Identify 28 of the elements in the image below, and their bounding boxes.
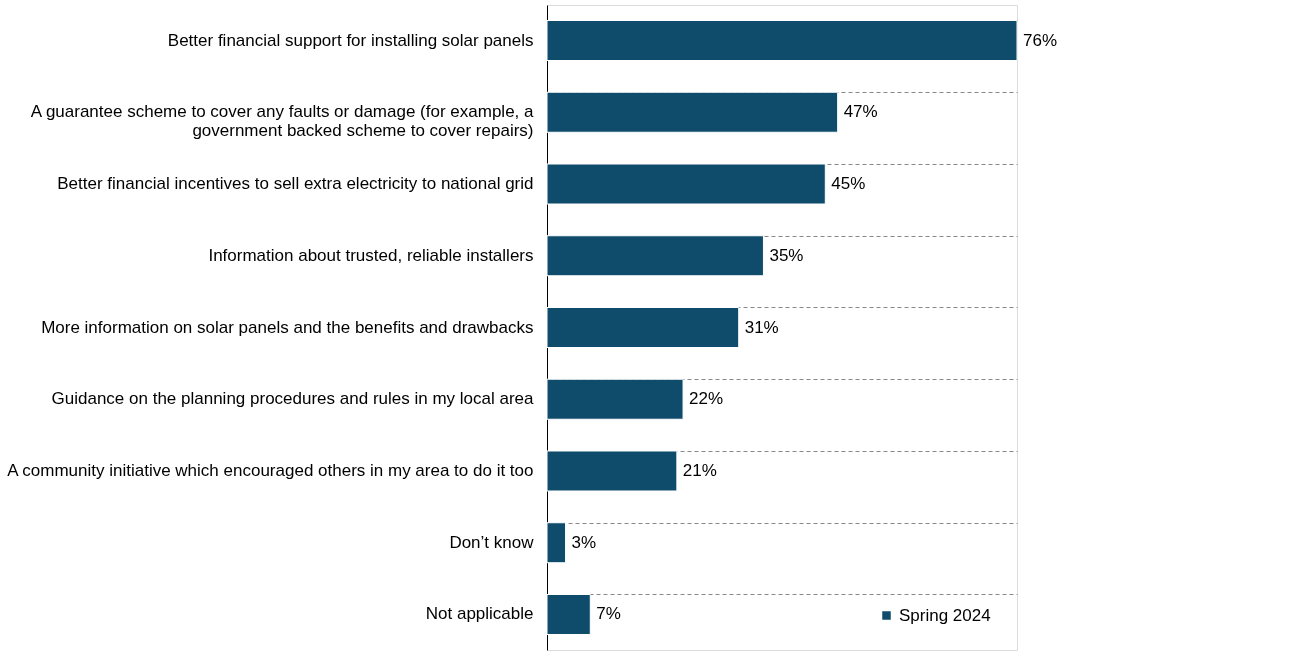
bar (546, 378, 684, 420)
y-tick-label: Don’t know (449, 532, 535, 552)
data-label: 7% (596, 604, 621, 624)
bar (546, 235, 764, 277)
data-label: 47% (843, 102, 878, 122)
bar (546, 20, 1018, 62)
data-label: 21% (682, 460, 717, 480)
y-tick-label: A guarantee scheme to cover any faults or damage (for example, a government backed scheme to cover repairs) (30, 102, 535, 141)
y-tick-label: Information about trusted, reliable installers (208, 245, 534, 265)
data-label: 3% (571, 532, 597, 552)
legend-label: Spring 2024 (899, 605, 991, 625)
bar (546, 450, 678, 492)
data-label: 76% (1023, 30, 1058, 50)
y-tick-label: A community initiative which encouraged others in my area to do it too (7, 460, 534, 480)
y-tick-label: More information on solar panels and the benefits and drawbacks (41, 317, 534, 337)
y-tick-label: Guidance on the planning procedures and rules in my local area (51, 389, 535, 409)
y-tick-label: Not applicable (425, 604, 534, 624)
bar (546, 307, 740, 348)
bar (546, 163, 826, 205)
data-label: 22% (689, 389, 724, 409)
data-label: 31% (744, 317, 779, 337)
bar (546, 593, 591, 635)
bar (546, 522, 567, 564)
y-tick-label: Better financial incentives to sell extra electricity to national grid (57, 174, 534, 194)
bar (546, 91, 839, 133)
data-label: 35% (769, 245, 804, 265)
y-tick-label: Better financial support for installing solar panels (167, 30, 534, 50)
data-label: 45% (831, 174, 866, 194)
